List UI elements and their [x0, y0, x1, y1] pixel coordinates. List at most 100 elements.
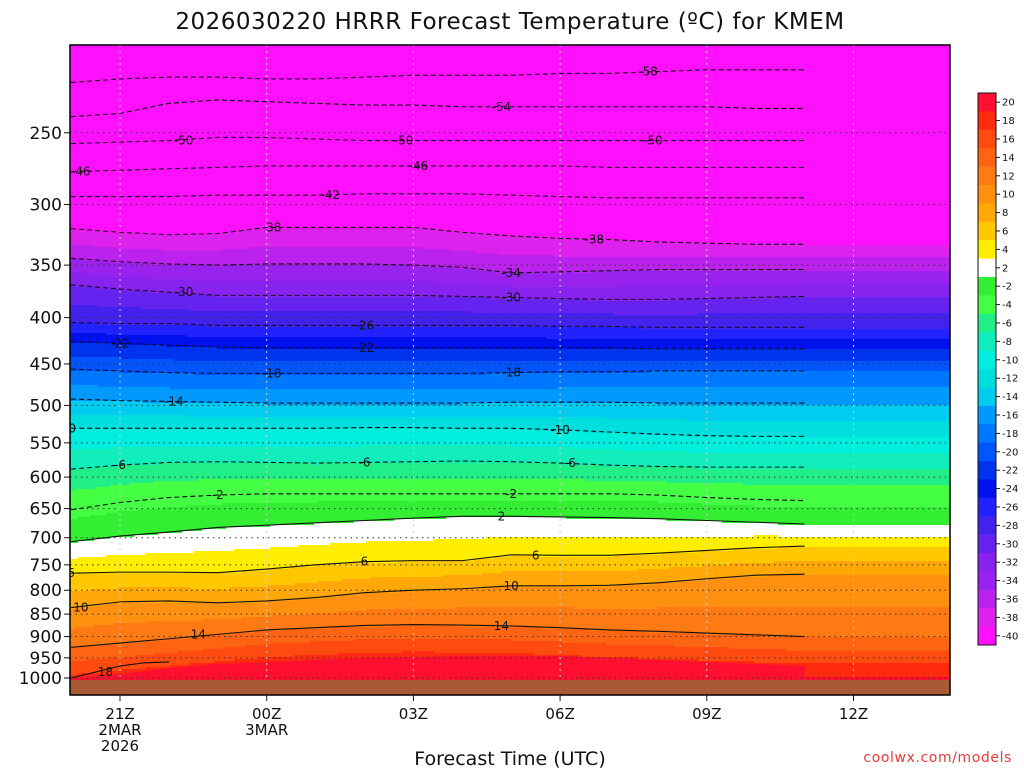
field-cell	[290, 229, 295, 248]
field-cell	[242, 337, 247, 350]
field-cell	[450, 429, 455, 446]
field-cell	[666, 257, 671, 272]
field-cell	[718, 349, 723, 362]
field-cell	[182, 373, 187, 390]
field-cell	[634, 403, 639, 420]
field-cell	[126, 643, 131, 658]
field-cell	[594, 349, 599, 362]
field-cell	[494, 349, 499, 362]
field-cell	[422, 375, 427, 390]
field-cell	[330, 641, 335, 656]
field-cell	[218, 297, 223, 312]
field-cell	[590, 481, 595, 502]
field-cell	[330, 429, 335, 448]
field-cell	[562, 479, 567, 502]
field-cell	[218, 417, 223, 430]
field-cell	[650, 349, 655, 362]
field-cell	[734, 405, 739, 422]
field-cell	[214, 347, 219, 362]
field-cell	[474, 517, 479, 540]
field-cell	[102, 261, 107, 276]
field-cell	[678, 581, 683, 608]
field-cell	[258, 549, 263, 572]
field-cell	[638, 301, 643, 316]
field-cell	[94, 647, 99, 660]
field-cell	[702, 437, 707, 454]
field-cell	[198, 347, 203, 362]
field-cell	[142, 359, 147, 374]
field-cell	[154, 465, 159, 482]
field-cell	[574, 587, 579, 610]
field-cell	[254, 417, 259, 430]
field-cell	[154, 359, 159, 374]
field-cell	[626, 271, 631, 286]
field-cell	[82, 333, 87, 344]
field-cell	[510, 463, 515, 480]
field-cell	[378, 429, 383, 446]
field-cell	[494, 607, 499, 628]
field-cell	[246, 361, 251, 376]
field-cell	[350, 229, 355, 248]
field-cell	[322, 429, 327, 448]
field-cell	[638, 537, 643, 556]
field-cell	[462, 639, 467, 654]
field-cell	[278, 311, 283, 328]
field-cell	[542, 239, 547, 256]
field-cell	[158, 45, 163, 236]
field-cell	[698, 537, 703, 552]
field-cell	[294, 447, 299, 464]
field-cell	[94, 659, 99, 674]
field-cell	[246, 297, 251, 312]
field-cell	[414, 229, 419, 248]
field-cell	[102, 325, 107, 334]
field-cell	[242, 297, 247, 312]
field-cell	[514, 373, 519, 390]
field-cell	[266, 375, 271, 390]
field-cell	[662, 301, 667, 316]
field-cell	[150, 387, 155, 404]
field-cell	[694, 349, 699, 362]
field-cell	[658, 257, 663, 272]
field-cell	[106, 513, 111, 540]
field-cell	[142, 373, 147, 388]
field-cell	[526, 555, 531, 572]
field-cell	[502, 501, 507, 518]
field-cell	[306, 281, 311, 298]
field-cell	[538, 447, 543, 464]
field-cell	[86, 449, 91, 470]
field-cell	[578, 537, 583, 558]
field-cell	[86, 415, 91, 430]
field-cell	[134, 359, 139, 374]
field-cell	[70, 491, 75, 520]
field-cell	[546, 339, 551, 350]
field-cell	[666, 569, 671, 584]
field-cell	[86, 385, 91, 402]
field-cell	[322, 523, 327, 546]
field-cell	[678, 405, 683, 420]
field-cell	[454, 575, 459, 590]
field-cell	[254, 327, 259, 338]
field-cell	[562, 45, 567, 240]
field-cell	[474, 253, 479, 270]
field-cell	[226, 249, 231, 266]
field-cell	[710, 579, 715, 608]
field-cell	[138, 235, 143, 250]
field-cell	[130, 249, 135, 264]
field-cell	[238, 619, 243, 634]
field-cell	[294, 599, 299, 616]
field-cell	[690, 581, 695, 608]
field-cell	[74, 343, 79, 358]
field-cell	[686, 329, 691, 340]
field-cell	[554, 327, 559, 340]
field-cell	[434, 327, 439, 338]
field-cell	[226, 589, 231, 604]
field-cell	[686, 581, 691, 608]
field-cell	[382, 563, 387, 578]
field-cell	[186, 651, 191, 666]
field-cell	[186, 587, 191, 604]
field-cell	[110, 555, 115, 574]
field-cell	[94, 343, 99, 358]
field-cell	[246, 587, 251, 604]
field-cell	[222, 389, 227, 404]
field-cell	[590, 465, 595, 482]
